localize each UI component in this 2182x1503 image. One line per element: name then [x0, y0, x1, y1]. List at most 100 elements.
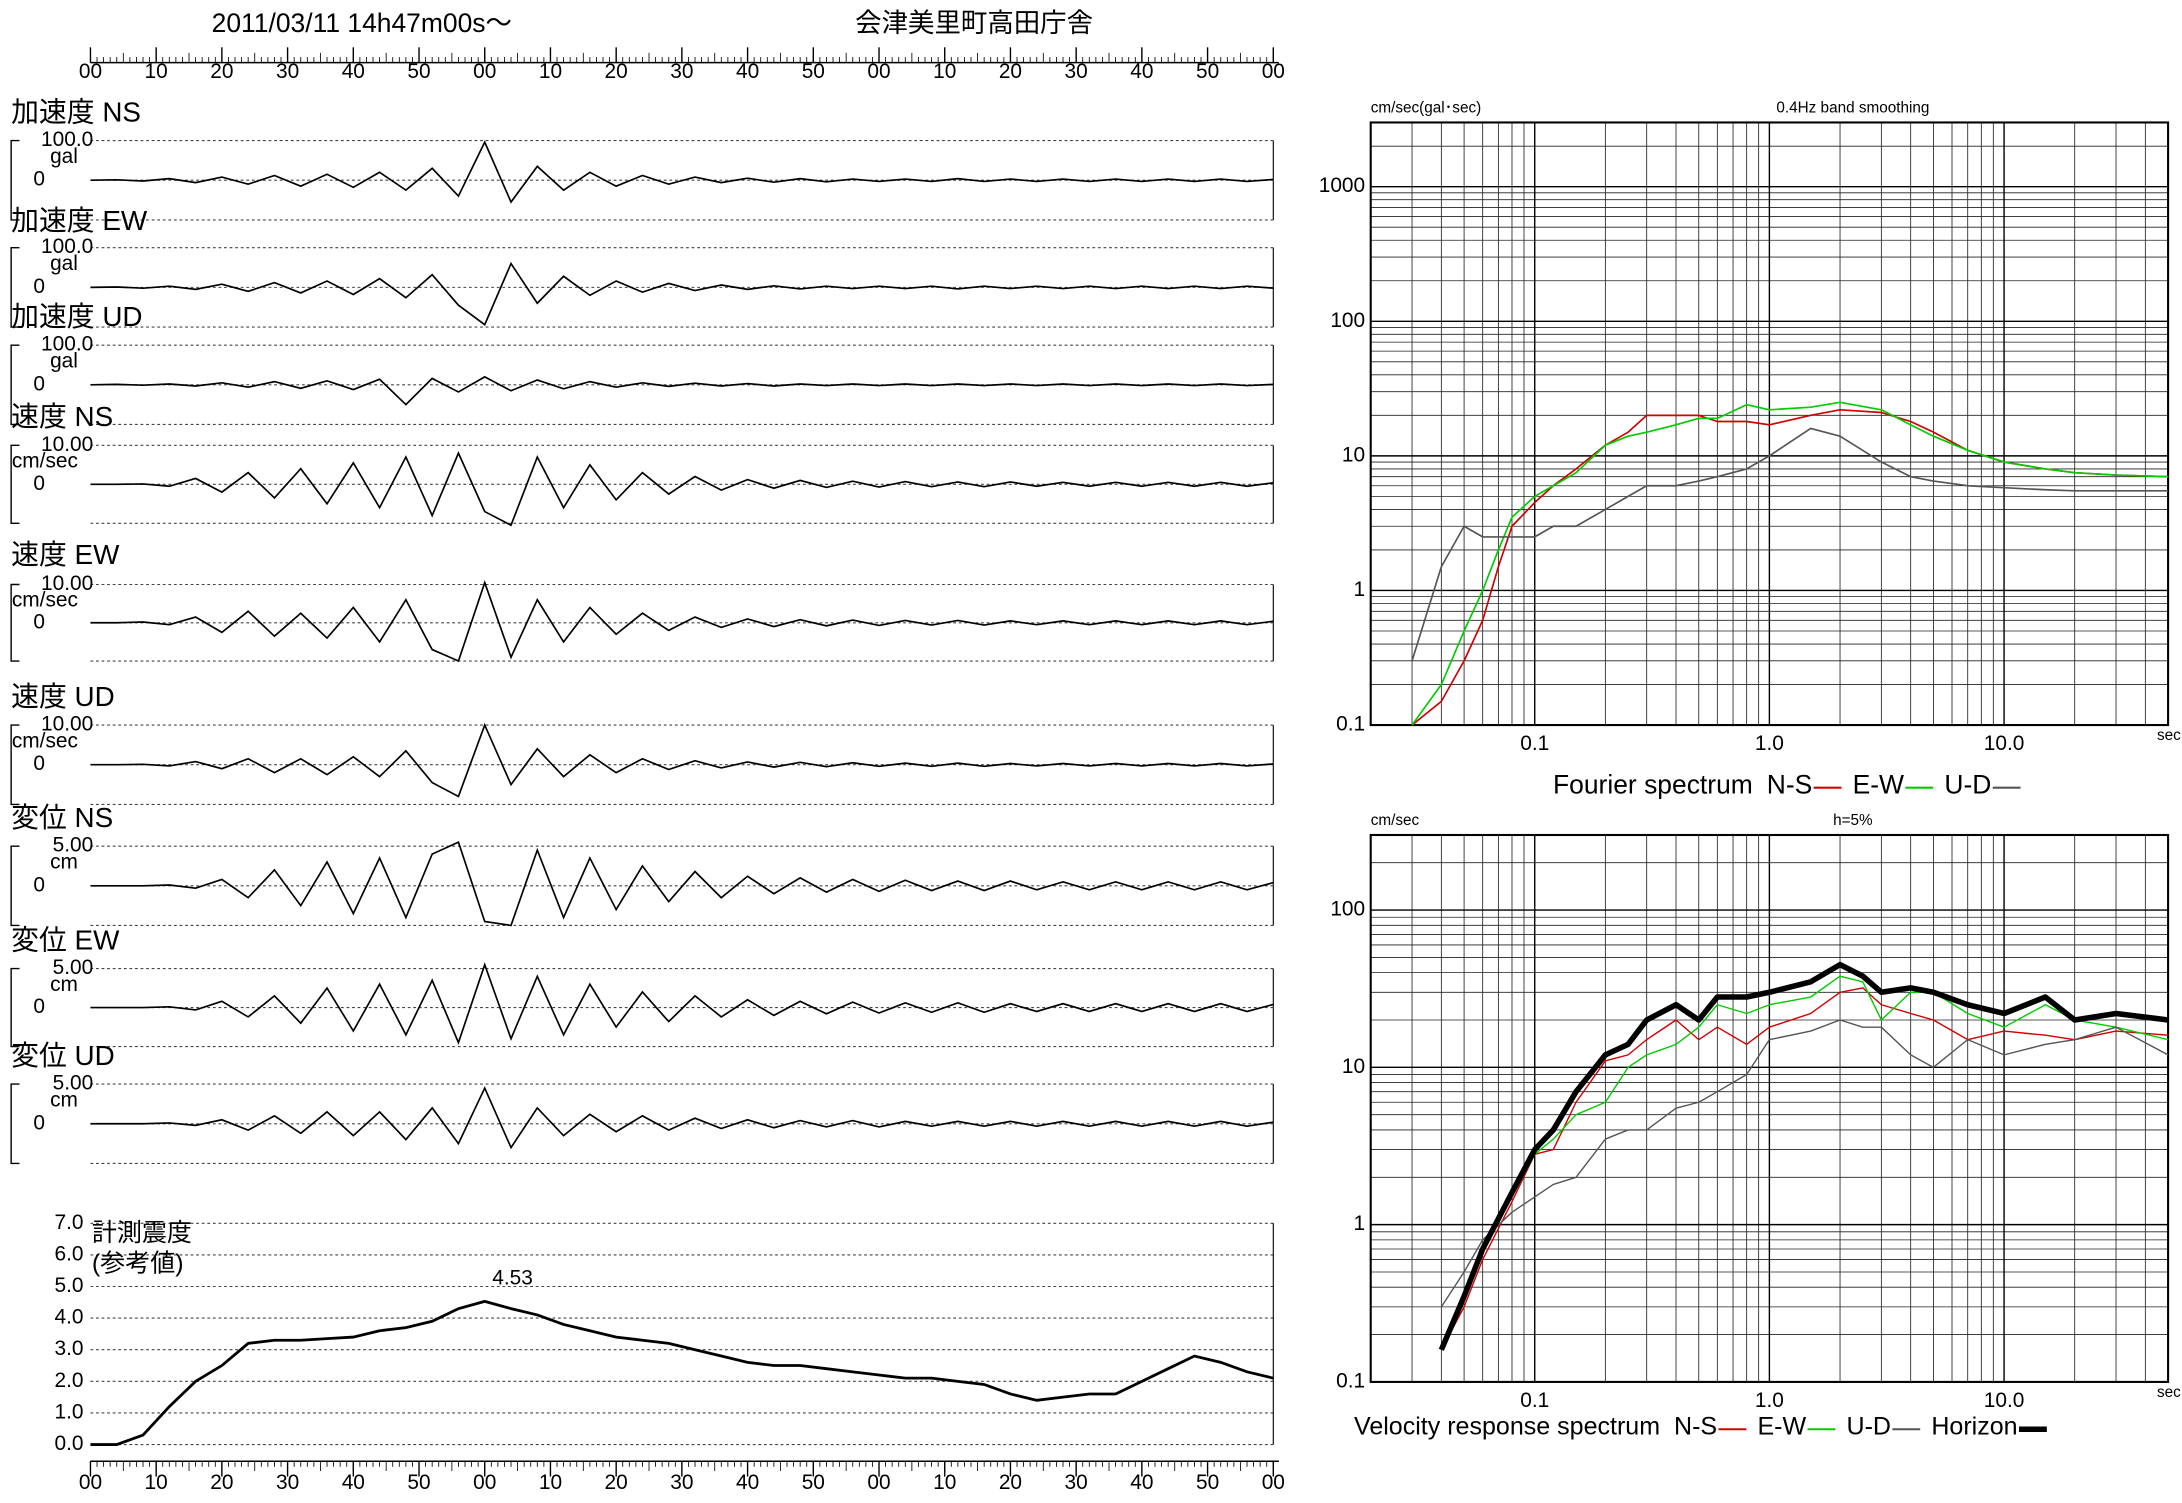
x-tick-label: 20: [210, 1471, 233, 1494]
y-tick-label: 7.0: [54, 1211, 83, 1234]
panel-unit: cm/sec: [12, 729, 78, 752]
x-tick-label: 00: [79, 60, 102, 83]
x-tick-label: 40: [736, 1471, 759, 1494]
legend-title: Velocity response spectrum: [1354, 1412, 1660, 1440]
panel-name: 速度 NS: [11, 401, 113, 432]
x-tick-label: 50: [407, 60, 430, 83]
panel-unit: gal: [50, 145, 78, 168]
y-axis-label: cm/sec(gal･sec): [1371, 100, 1481, 117]
x-tick-label: 30: [1065, 1471, 1088, 1494]
x-tick-label: 10.0: [1984, 732, 2025, 755]
x-tick-label: 10: [933, 60, 956, 83]
panel-unit: gal: [50, 349, 78, 372]
y-tick-label: 0: [33, 873, 45, 896]
waveform: [90, 375, 1274, 406]
panel-name: 変位 NS: [11, 802, 113, 833]
x-tick-label: 10: [933, 1471, 956, 1494]
legend-title: Fourier spectrum: [1553, 769, 1753, 799]
panel-unit: cm/sec: [12, 450, 78, 473]
y-tick-label: 0: [33, 752, 45, 775]
y-tick-label: 0: [33, 275, 45, 298]
x-tick-label: 30: [1065, 60, 1088, 83]
x-tick-label: 10: [539, 1471, 562, 1494]
x-tick-label: 50: [802, 1471, 825, 1494]
legend-label: U-D: [1846, 1412, 1890, 1440]
record-time: 2011/03/11 14h47m00s〜: [212, 8, 512, 38]
x-tick-label: 20: [999, 60, 1022, 83]
panel-unit: cm: [50, 973, 78, 996]
x-tick-label: 30: [670, 1471, 693, 1494]
spectrum-line: [1440, 987, 2169, 1351]
y-tick-label: 0: [33, 372, 45, 395]
y-tick-label: 10.00: [41, 433, 93, 456]
x-tick-label: 50: [407, 1471, 430, 1494]
x-tick-label: 00: [867, 1471, 890, 1494]
x-tick-label: 20: [605, 60, 628, 83]
x-tick-label: 0.1: [1520, 732, 1549, 755]
spectrum-line: [1440, 975, 2169, 1351]
waveform: [90, 1086, 1274, 1150]
panel-name: 速度 EW: [11, 539, 120, 570]
panel-bracket: [10, 967, 20, 1048]
panel-unit: cm: [50, 1088, 78, 1111]
panel-name: 変位 UD: [11, 1040, 115, 1071]
panel-unit: gal: [50, 252, 78, 275]
y-tick-label: 1.0: [54, 1400, 83, 1423]
y-tick-label: 1: [1354, 578, 1366, 601]
y-tick-label: 0: [33, 1111, 45, 1134]
waveform: [90, 841, 1274, 927]
panel-bracket: [10, 444, 20, 524]
panel-name: 変位 EW: [11, 925, 120, 956]
x-tick-label: 10.0: [1984, 1389, 2025, 1412]
x-tick-label: 20: [999, 1471, 1022, 1494]
y-tick-label: 0: [33, 472, 45, 495]
spectrum-line: [1438, 961, 2169, 1351]
waveform: [90, 261, 1274, 326]
x-axis-label: sec: [2157, 1384, 2181, 1401]
y-tick-label: 5.00: [53, 956, 94, 979]
y-tick-label: 1000: [1319, 174, 1365, 197]
x-tick-label: 30: [670, 60, 693, 83]
x-tick-label: 00: [473, 1471, 496, 1494]
y-tick-label: 10.00: [41, 572, 93, 595]
x-tick-label: 00: [1262, 60, 1285, 83]
legend-label: U-D: [1944, 769, 1991, 799]
x-tick-label: 1.0: [1755, 732, 1784, 755]
panel-name: 速度 UD: [11, 681, 115, 712]
y-tick-label: 6.0: [54, 1242, 83, 1265]
legend-label: E-W: [1757, 1412, 1806, 1440]
y-tick-label: 100: [1330, 898, 1365, 921]
x-tick-label: 00: [473, 60, 496, 83]
y-tick-label: 5.00: [53, 834, 94, 857]
panel-bracket: [10, 139, 20, 221]
x-tick-label: 10: [539, 60, 562, 83]
panel-name: 加速度 UD: [11, 301, 142, 332]
x-tick-label: 10: [145, 60, 168, 83]
y-tick-label: 10: [1342, 1055, 1365, 1078]
x-axis-label: sec: [2157, 727, 2181, 744]
x-tick-label: 00: [867, 60, 890, 83]
panel-name: 加速度 NS: [11, 96, 141, 127]
station-name: 会津美里町高田庁舎: [855, 8, 1093, 38]
y-tick-label: 0: [33, 168, 45, 191]
y-tick-label: 0: [33, 995, 45, 1018]
panel-bracket: [10, 344, 20, 426]
panel-bracket: [10, 845, 20, 927]
chart-title: 0.4Hz band smoothing: [1776, 100, 1929, 117]
x-tick-label: 0.1: [1520, 1389, 1549, 1412]
panel-unit: cm/sec: [12, 589, 78, 612]
y-tick-label: 10: [1342, 443, 1365, 466]
y-tick-label: 100: [1330, 309, 1365, 332]
y-tick-label: 100.0: [41, 128, 93, 151]
panel-name: 加速度 EW: [11, 205, 148, 236]
x-tick-label: 1.0: [1755, 1389, 1784, 1412]
waveform: [90, 140, 1274, 204]
x-tick-label: 40: [1130, 1471, 1153, 1494]
y-tick-label: 5.0: [54, 1274, 83, 1297]
y-axis-label: cm/sec: [1371, 812, 1420, 829]
y-tick-label: 1: [1354, 1212, 1366, 1235]
legend-label: Horizon: [1931, 1412, 2017, 1440]
